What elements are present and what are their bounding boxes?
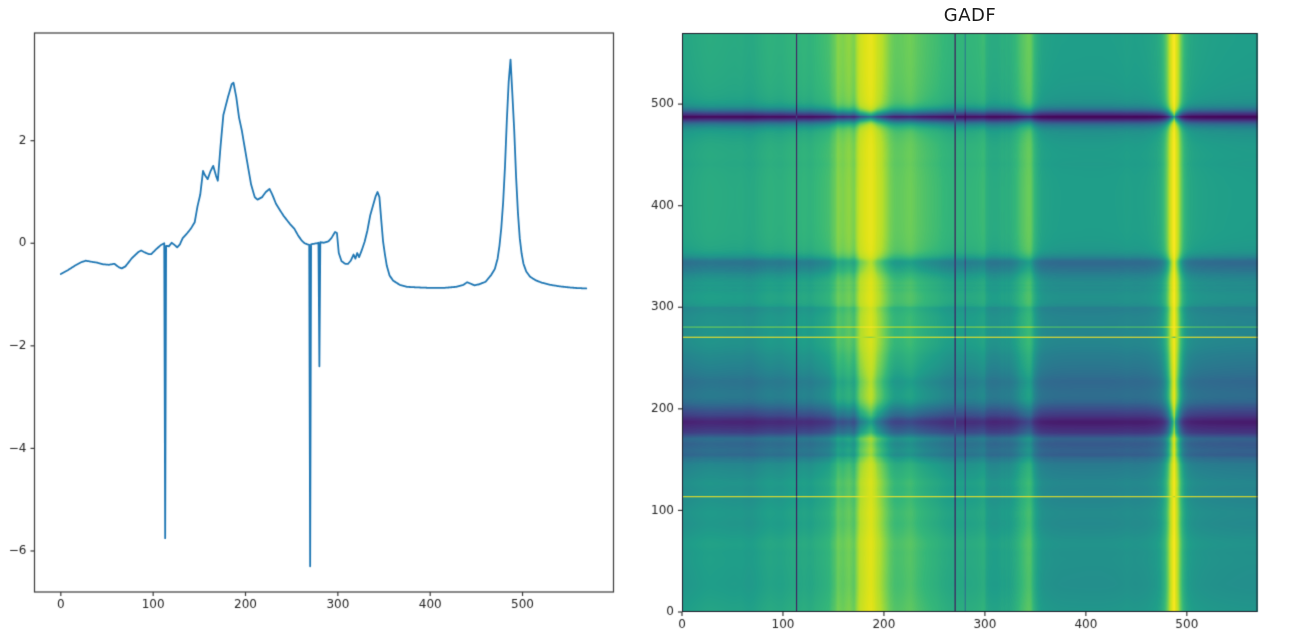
heatmap-title: GADF xyxy=(943,5,997,26)
